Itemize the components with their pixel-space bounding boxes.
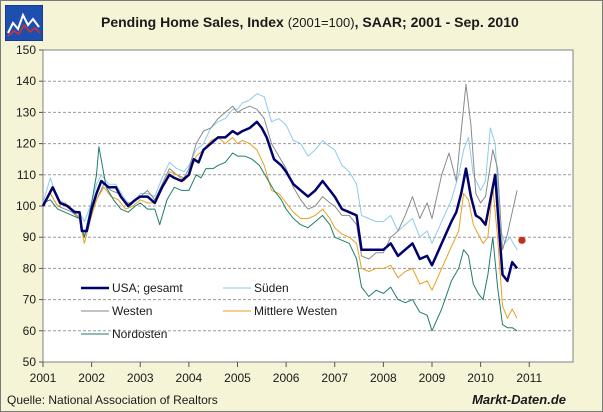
x-tick-label: 2007 <box>321 371 348 385</box>
y-tick-label: 130 <box>16 105 36 119</box>
x-tick-label: 2010 <box>467 371 494 385</box>
title-sub: (2001=100) <box>287 15 355 30</box>
y-tick-label: 80 <box>23 261 37 275</box>
mini-chart-logo-icon <box>5 5 43 41</box>
red-dot-marker <box>518 236 526 244</box>
x-tick-label: 2005 <box>224 371 251 385</box>
x-tick-label: 2003 <box>127 371 154 385</box>
y-tick-label: 140 <box>16 74 36 88</box>
series-line-4 <box>42 146 518 332</box>
x-tick-label: 2002 <box>78 371 105 385</box>
series-line-1 <box>42 93 518 250</box>
legend-label: Westen <box>112 304 152 318</box>
title-tail: , SAAR; 2001 - Sep. 2010 <box>354 14 519 30</box>
x-tick-label: 2006 <box>273 371 300 385</box>
y-tick-label: 150 <box>16 43 36 57</box>
source-note: Quelle: National Association of Realtors <box>7 393 218 407</box>
series-line-0 <box>41 120 519 283</box>
x-tick-label: 2004 <box>176 371 203 385</box>
x-tick-label: 2001 <box>30 371 57 385</box>
y-tick-label: 100 <box>16 199 36 213</box>
series-line-3 <box>42 136 518 319</box>
x-tick-label: 2008 <box>370 371 397 385</box>
chart-svg: 50 60 70 80 90 100 110 120 130 140 150 2001 2002 2003… <box>16 43 574 385</box>
x-tick-label: 2011 <box>516 371 542 385</box>
legend-label: Mittlere Westen <box>254 304 337 318</box>
y-tick-label: 50 <box>23 355 37 369</box>
title-main: Pending Home Sales, Index <box>101 14 284 30</box>
legend-label: Süden <box>254 281 289 295</box>
chart-title: Pending Home Sales, Index (2001=100), SA… <box>101 14 519 30</box>
y-tick-label: 70 <box>23 293 37 307</box>
y-tick-label: 120 <box>16 137 36 151</box>
y-tick-label: 90 <box>23 230 37 244</box>
legend-label: Nordosten <box>112 327 167 341</box>
y-tick-label: 110 <box>17 168 36 182</box>
y-tick-label: 60 <box>23 324 37 338</box>
x-tick-label: 2009 <box>419 371 446 385</box>
legend-label: USA; gesamt <box>112 281 183 295</box>
brand-label: Markt-Daten.de <box>472 392 566 407</box>
